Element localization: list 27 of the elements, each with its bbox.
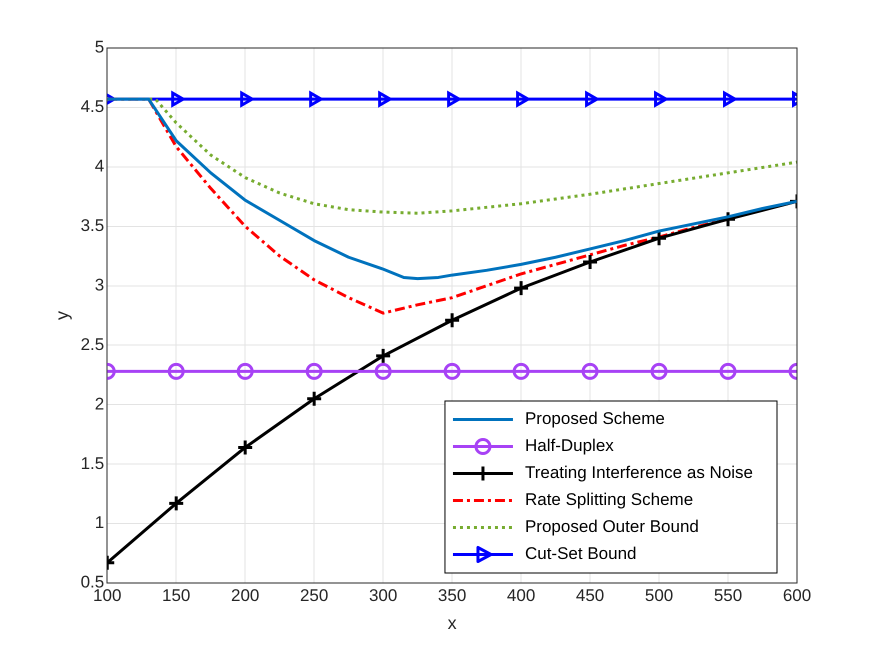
x-tick-label: 600	[782, 586, 812, 605]
x-tick-label: 300	[368, 586, 398, 605]
x-tick-label: 500	[644, 586, 674, 605]
legend-label: Proposed Outer Bound	[524, 517, 699, 536]
y-tick-label: 3	[94, 275, 104, 294]
y-tick-label: 1.5	[80, 454, 104, 473]
y-tick-label: 1	[94, 513, 104, 532]
y-tick-label: 2.5	[80, 334, 104, 354]
y-tick-label: 3.5	[80, 216, 104, 236]
legend-label: Rate Splitting Scheme	[524, 490, 694, 510]
x-tick-label: 400	[506, 586, 536, 605]
y-tick-label: 5	[94, 38, 104, 57]
y-tick-label: 2	[94, 394, 104, 414]
x-tick-label: 200	[231, 586, 260, 605]
y-tick-label: 4.5	[80, 97, 104, 116]
legend-label: Half-Duplex	[524, 436, 614, 456]
y-axis-title: y	[52, 311, 72, 320]
x-tick-label: 350	[438, 586, 466, 605]
x-tick-label: 250	[300, 586, 328, 605]
legend-label: Cut-Set Bound	[524, 544, 636, 564]
x-axis-title: x	[448, 613, 457, 634]
x-tick-label: 150	[162, 586, 190, 605]
legend-label: Treating Interference as Noise	[524, 463, 754, 482]
x-tick-label: 450	[576, 586, 604, 605]
x-tick-label: 550	[714, 586, 742, 605]
y-tick-label: 4	[94, 156, 104, 176]
legend-label: Proposed Scheme	[524, 409, 665, 428]
